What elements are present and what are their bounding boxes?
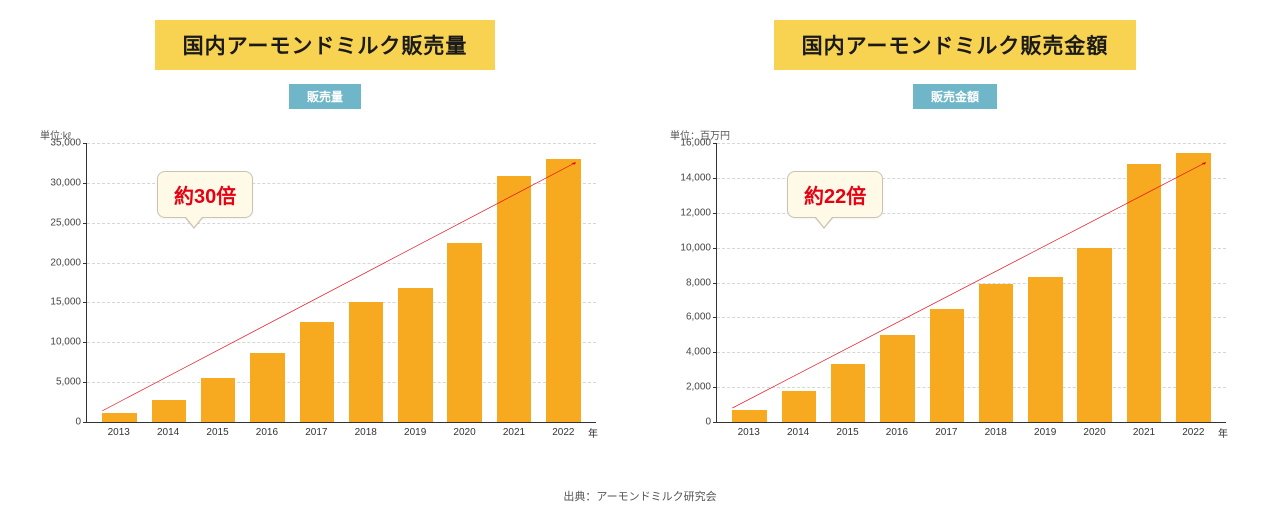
bar-slot <box>971 143 1020 422</box>
bar-slot <box>539 143 588 422</box>
bar <box>1028 277 1063 422</box>
plot-area: 02,0004,0006,0008,00010,00012,00014,0001… <box>716 143 1226 423</box>
x-tick-label: 2021 <box>489 427 538 438</box>
bar-slot <box>1021 143 1070 422</box>
chart-panel-1: 国内アーモンドミルク販売金額販売金額単位：百万円02,0004,0006,000… <box>670 20 1240 438</box>
x-tick-label: 2016 <box>872 427 921 438</box>
x-tick-label: 2013 <box>724 427 773 438</box>
x-tick-label: 2019 <box>1020 427 1069 438</box>
chart-zone: 単位:kℓ05,00010,00015,00020,00025,00030,00… <box>40 127 610 438</box>
bar-slot <box>1119 143 1168 422</box>
bar <box>349 302 384 422</box>
bar <box>546 159 581 422</box>
bar-slot <box>95 143 144 422</box>
bar <box>979 284 1014 422</box>
x-axis-unit: 年 <box>588 425 598 440</box>
plot-area: 05,00010,00015,00020,00025,00030,00035,0… <box>86 143 596 423</box>
charts-row: 国内アーモンドミルク販売量販売量単位:kℓ05,00010,00015,0002… <box>0 0 1280 438</box>
y-tick-mark <box>713 422 717 423</box>
bar-slot <box>341 143 390 422</box>
x-tick-label: 2014 <box>143 427 192 438</box>
x-tick-label: 2021 <box>1119 427 1168 438</box>
bar <box>300 322 335 422</box>
x-tick-label: 2015 <box>823 427 872 438</box>
chart-zone: 単位：百万円02,0004,0006,0008,00010,00012,0001… <box>670 127 1240 438</box>
legend-chip: 販売金額 <box>913 84 997 109</box>
bar <box>732 410 767 422</box>
bar <box>102 413 137 422</box>
x-tick-label: 2018 <box>971 427 1020 438</box>
bar-slot <box>489 143 538 422</box>
bar <box>201 378 236 422</box>
legend-chip: 販売量 <box>289 84 361 109</box>
bar <box>398 288 433 422</box>
bar-slot <box>725 143 774 422</box>
y-tick-label: 5,000 <box>41 377 81 388</box>
bar <box>831 364 866 422</box>
growth-callout: 約30倍 <box>157 171 253 218</box>
bar-slot <box>922 143 971 422</box>
x-tick-label: 2015 <box>193 427 242 438</box>
y-tick-label: 15,000 <box>41 297 81 308</box>
bar <box>782 391 817 422</box>
y-tick-label: 25,000 <box>41 217 81 228</box>
growth-callout: 約22倍 <box>787 171 883 218</box>
x-tick-label: 2016 <box>242 427 291 438</box>
source-citation: 出典：アーモンドミルク研究会 <box>0 488 1280 504</box>
y-tick-label: 20,000 <box>41 257 81 268</box>
y-tick-label: 12,000 <box>671 207 711 218</box>
y-tick-label: 0 <box>41 417 81 428</box>
x-tick-label: 2014 <box>773 427 822 438</box>
y-tick-label: 8,000 <box>671 277 711 288</box>
bar <box>1127 164 1162 422</box>
bar <box>880 335 915 422</box>
x-tick-label: 2017 <box>922 427 971 438</box>
y-tick-label: 10,000 <box>671 242 711 253</box>
x-tick-label: 2013 <box>94 427 143 438</box>
bar-slot <box>292 143 341 422</box>
y-tick-mark <box>83 422 87 423</box>
y-tick-label: 16,000 <box>671 138 711 149</box>
bar <box>930 309 965 422</box>
bar <box>447 243 482 422</box>
bar <box>152 400 187 422</box>
bar <box>1176 153 1211 422</box>
bar-slot <box>1169 143 1218 422</box>
chart-title: 国内アーモンドミルク販売金額 <box>774 20 1137 70</box>
y-tick-label: 0 <box>671 417 711 428</box>
x-tick-label: 2022 <box>539 427 588 438</box>
x-tick-label: 2018 <box>341 427 390 438</box>
bar <box>497 176 532 422</box>
x-labels: 2013201420152016201720182019202020212022 <box>716 423 1226 438</box>
x-labels: 2013201420152016201720182019202020212022 <box>86 423 596 438</box>
bar-slot <box>440 143 489 422</box>
x-tick-label: 2017 <box>292 427 341 438</box>
x-tick-label: 2022 <box>1169 427 1218 438</box>
y-tick-label: 30,000 <box>41 177 81 188</box>
bar-slot <box>1070 143 1119 422</box>
x-tick-label: 2019 <box>390 427 439 438</box>
y-tick-label: 2,000 <box>671 382 711 393</box>
y-tick-label: 6,000 <box>671 312 711 323</box>
y-tick-label: 4,000 <box>671 347 711 358</box>
y-tick-label: 14,000 <box>671 172 711 183</box>
x-axis-unit: 年 <box>1218 425 1228 440</box>
x-tick-label: 2020 <box>440 427 489 438</box>
bar <box>250 353 285 422</box>
y-tick-label: 10,000 <box>41 337 81 348</box>
chart-title: 国内アーモンドミルク販売量 <box>155 20 496 70</box>
x-tick-label: 2020 <box>1070 427 1119 438</box>
chart-panel-0: 国内アーモンドミルク販売量販売量単位:kℓ05,00010,00015,0002… <box>40 20 610 438</box>
y-tick-label: 35,000 <box>41 138 81 149</box>
bar <box>1077 248 1112 422</box>
bar-slot <box>391 143 440 422</box>
